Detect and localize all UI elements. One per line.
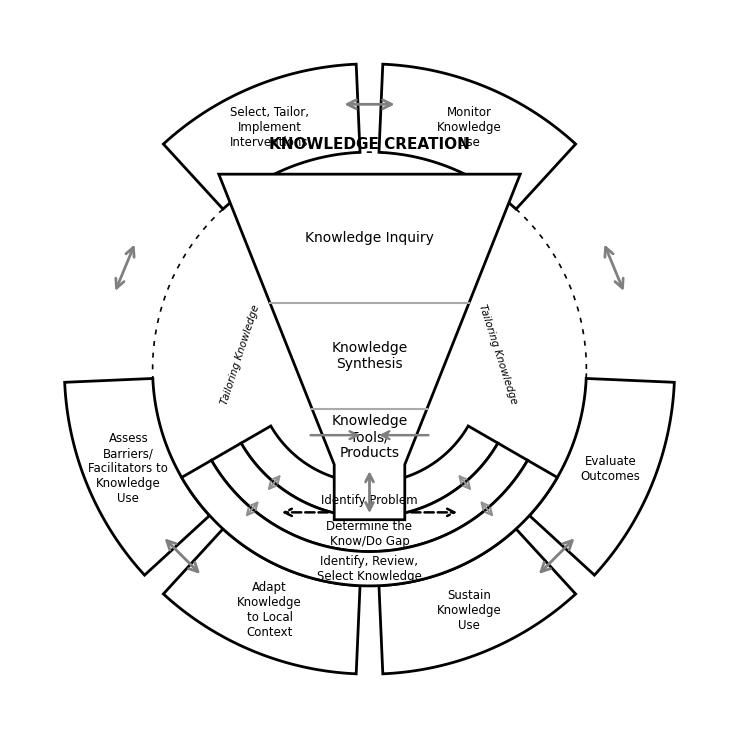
Text: Knowledge Inquiry: Knowledge Inquiry <box>305 232 434 246</box>
Polygon shape <box>65 379 210 575</box>
Polygon shape <box>211 443 528 551</box>
Text: Monitor
Knowledge
Use: Monitor Knowledge Use <box>437 106 502 149</box>
Polygon shape <box>163 529 360 674</box>
Polygon shape <box>163 64 360 209</box>
Text: Evaluate
Outcomes: Evaluate Outcomes <box>581 455 641 483</box>
Text: Identify, Review,
Select Knowledge: Identify, Review, Select Knowledge <box>317 555 422 583</box>
Text: Tailoring Knowledge: Tailoring Knowledge <box>220 303 262 406</box>
Text: Select, Tailor,
Implement
Interventions: Select, Tailor, Implement Interventions <box>230 106 309 149</box>
Text: Identify Problem: Identify Problem <box>321 494 418 506</box>
Polygon shape <box>219 174 520 520</box>
Text: KNOWLEDGE CREATION: KNOWLEDGE CREATION <box>269 137 470 152</box>
Polygon shape <box>241 426 498 517</box>
Polygon shape <box>379 64 576 209</box>
Text: Determine the
Know/Do Gap: Determine the Know/Do Gap <box>327 520 412 548</box>
Polygon shape <box>182 461 557 586</box>
Text: Assess
Barriers/
Facilitators to
Knowledge
Use: Assess Barriers/ Facilitators to Knowled… <box>89 432 168 506</box>
Polygon shape <box>529 379 674 575</box>
Polygon shape <box>379 529 576 674</box>
Text: Adapt
Knowledge
to Local
Context: Adapt Knowledge to Local Context <box>237 581 302 639</box>
Text: Knowledge
Tools/
Products: Knowledge Tools/ Products <box>331 414 408 461</box>
Text: Sustain
Knowledge
Use: Sustain Knowledge Use <box>437 589 502 632</box>
Text: Tailoring Knowledge: Tailoring Knowledge <box>477 303 519 406</box>
Text: Knowledge
Synthesis: Knowledge Synthesis <box>331 341 408 371</box>
